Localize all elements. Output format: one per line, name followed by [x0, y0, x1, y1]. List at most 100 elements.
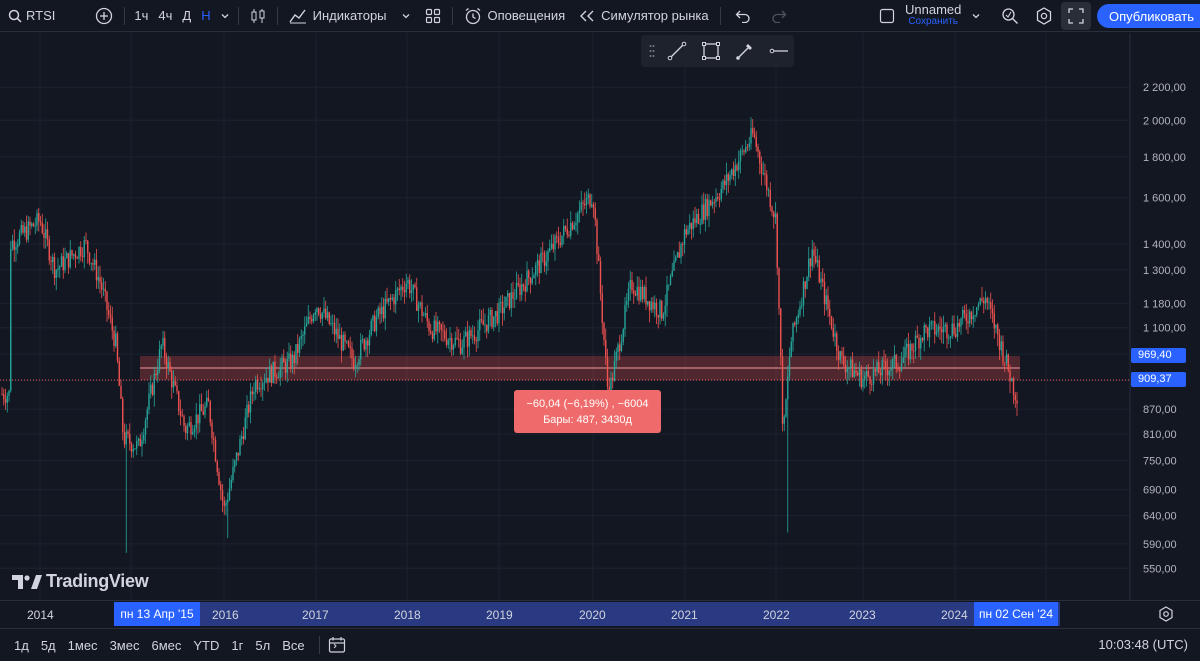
candle-body: [333, 322, 336, 335]
candle: [554, 233, 556, 261]
brush-icon[interactable]: [731, 37, 759, 65]
candle: [676, 251, 679, 258]
horizontal-ray-icon[interactable]: [765, 37, 793, 65]
candle-body: [815, 255, 817, 263]
candle-body: [865, 371, 868, 376]
alerts-button[interactable]: Оповещения: [457, 0, 573, 32]
candle-body: [897, 368, 899, 370]
candle-body: [928, 324, 931, 338]
candle: [535, 261, 537, 286]
candle: [858, 361, 861, 387]
candle-body: [988, 302, 990, 303]
candle: [452, 343, 455, 356]
candle: [778, 267, 780, 316]
candle: [416, 277, 418, 312]
candle: [60, 253, 63, 267]
candle: [995, 324, 997, 334]
axis-settings-icon[interactable]: [1158, 606, 1174, 622]
candle: [923, 322, 925, 352]
chart-pane[interactable]: 2 200,00 2 000,00 1 800,00 1 600,00 1 400,00…: [0, 33, 1200, 600]
range-ytd[interactable]: YTD: [193, 637, 220, 653]
range-1m[interactable]: 1мес: [67, 637, 98, 653]
candle-body: [547, 251, 549, 262]
candle-body: [836, 333, 838, 351]
interval-1h[interactable]: 1ч: [129, 0, 153, 32]
range-5d[interactable]: 5д: [40, 637, 56, 653]
layout-button[interactable]: Unnamed Сохранить: [872, 0, 988, 32]
rectangle-icon[interactable]: [697, 37, 725, 65]
candle-body: [591, 204, 593, 207]
candle: [41, 213, 43, 235]
settings-button[interactable]: [1028, 0, 1060, 32]
range-1d[interactable]: 1д: [14, 637, 29, 653]
indicators-button[interactable]: Индикаторы: [282, 0, 418, 32]
candle: [265, 367, 267, 384]
candle-body: [31, 223, 33, 226]
candle-body: [729, 174, 731, 181]
clock[interactable]: 10:03:48 (UTC): [1098, 637, 1188, 652]
replay-button[interactable]: Симулятор рынка: [572, 0, 715, 32]
range-all[interactable]: Все: [282, 637, 305, 653]
candle-body: [557, 236, 560, 243]
candle-body: [869, 376, 871, 384]
candle-body: [921, 338, 924, 341]
candle-body: [374, 315, 376, 332]
chevron-down-icon: [220, 11, 230, 21]
candle: [692, 210, 694, 238]
candle-body: [512, 292, 514, 299]
candle: [986, 296, 988, 311]
candle-body: [552, 243, 554, 250]
publish-button[interactable]: Опубликовать: [1096, 4, 1200, 28]
candle: [144, 417, 147, 444]
date-range-icon[interactable]: [328, 636, 346, 654]
candle: [774, 202, 777, 225]
candle: [55, 269, 57, 291]
interval-week[interactable]: Н: [196, 0, 215, 32]
range-5y[interactable]: 5л: [255, 637, 271, 653]
drag-handle-icon[interactable]: [647, 37, 657, 65]
fullscreen-button[interactable]: [1061, 2, 1091, 30]
candle-body: [1007, 354, 1009, 371]
chart-type-button[interactable]: [243, 0, 273, 32]
undo-button[interactable]: [725, 0, 761, 32]
price-chart[interactable]: 2 200,00 2 000,00 1 800,00 1 600,00 1 400,00…: [0, 33, 1200, 600]
candle: [139, 433, 141, 447]
candle: [564, 225, 567, 232]
candle: [650, 297, 652, 313]
interval-4h[interactable]: 4ч: [153, 0, 177, 32]
range-6m[interactable]: 6мес: [151, 637, 182, 653]
candle: [365, 337, 367, 357]
symbol-search[interactable]: RTSI: [0, 0, 62, 32]
candle-body: [318, 308, 320, 315]
compare-button[interactable]: [88, 0, 120, 32]
candle: [8, 389, 10, 402]
candle-body: [536, 260, 539, 266]
candle: [214, 435, 217, 463]
candle: [290, 345, 292, 373]
candle-body: [752, 128, 754, 134]
quick-search-button[interactable]: [994, 0, 1026, 32]
time-axis[interactable]: 2014 2016 2017 2018 2019 2020 2021 2022 …: [0, 600, 1200, 628]
candle-body: [699, 223, 701, 225]
grid-icon: [425, 8, 441, 24]
candle-body: [955, 334, 957, 337]
candle: [673, 250, 675, 271]
candle: [437, 316, 439, 344]
interval-day[interactable]: Д: [177, 0, 196, 32]
candle: [52, 253, 54, 274]
candle: [347, 339, 350, 348]
redo-button[interactable]: [761, 0, 797, 32]
candle: [190, 416, 192, 440]
candle-body: [1011, 378, 1013, 382]
interval-dropdown[interactable]: [216, 0, 234, 32]
trend-line-icon[interactable]: [663, 37, 691, 65]
plus-circle-icon: [95, 7, 113, 25]
templates-button[interactable]: [418, 0, 448, 32]
range-3m[interactable]: 3мес: [109, 637, 140, 653]
range-1y[interactable]: 1г: [231, 637, 244, 653]
candle-body: [398, 288, 400, 291]
redo-icon: [771, 9, 787, 23]
candle-body: [335, 328, 337, 335]
candle-body: [176, 385, 178, 392]
candle: [543, 250, 546, 273]
